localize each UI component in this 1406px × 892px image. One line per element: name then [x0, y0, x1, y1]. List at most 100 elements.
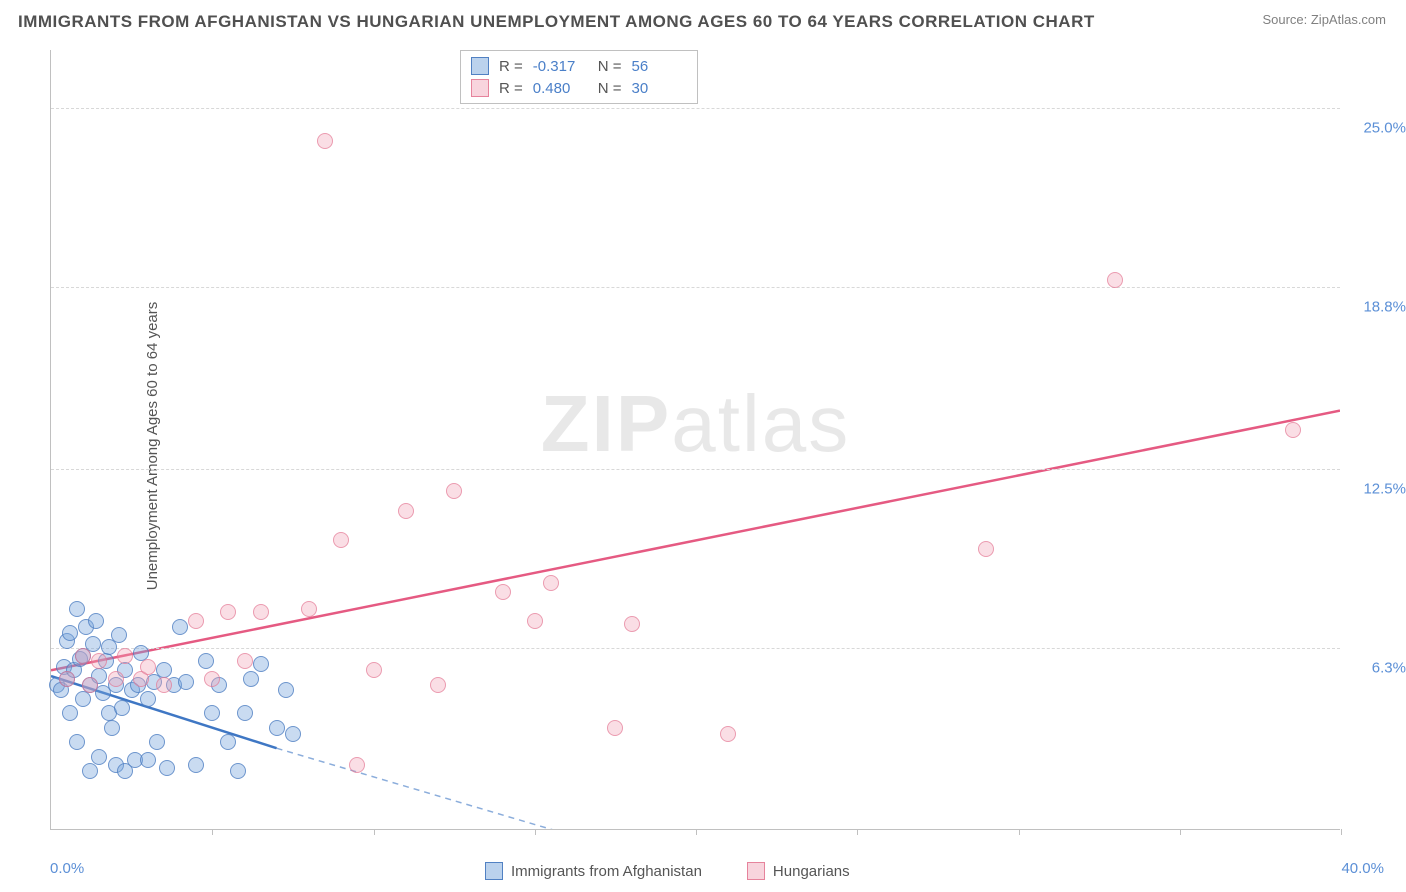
scatter-point-hungarian	[527, 613, 543, 629]
swatch-pink-icon	[747, 862, 765, 880]
scatter-point-afghanistan	[75, 691, 91, 707]
scatter-point-hungarian	[495, 584, 511, 600]
scatter-point-afghanistan	[253, 656, 269, 672]
series-legend-label: Immigrants from Afghanistan	[511, 863, 702, 880]
scatter-point-hungarian	[117, 648, 133, 664]
y-tick-label: 25.0%	[1363, 119, 1406, 136]
scatter-point-afghanistan	[243, 671, 259, 687]
scatter-point-afghanistan	[178, 674, 194, 690]
scatter-point-afghanistan	[220, 734, 236, 750]
scatter-point-afghanistan	[82, 763, 98, 779]
r-label: R =	[499, 58, 523, 75]
x-tick	[1019, 829, 1020, 835]
source-value: ZipAtlas.com	[1311, 12, 1386, 27]
x-tick	[1180, 829, 1181, 835]
scatter-point-afghanistan	[104, 720, 120, 736]
x-tick	[374, 829, 375, 835]
x-tick	[857, 829, 858, 835]
scatter-point-hungarian	[446, 483, 462, 499]
scatter-point-hungarian	[1107, 272, 1123, 288]
scatter-point-afghanistan	[69, 601, 85, 617]
scatter-point-hungarian	[108, 671, 124, 687]
scatter-point-afghanistan	[140, 691, 156, 707]
y-tick-label: 18.8%	[1363, 298, 1406, 315]
scatter-point-hungarian	[1285, 422, 1301, 438]
n-value: 56	[632, 58, 687, 75]
chart-title: IMMIGRANTS FROM AFGHANISTAN VS HUNGARIAN…	[18, 12, 1095, 32]
scatter-point-hungarian	[220, 604, 236, 620]
x-tick	[535, 829, 536, 835]
scatter-point-afghanistan	[278, 682, 294, 698]
scatter-point-hungarian	[366, 662, 382, 678]
scatter-point-afghanistan	[285, 726, 301, 742]
n-label: N =	[598, 80, 622, 97]
scatter-point-hungarian	[188, 613, 204, 629]
scatter-point-hungarian	[978, 541, 994, 557]
n-label: N =	[598, 58, 622, 75]
scatter-point-hungarian	[301, 601, 317, 617]
scatter-point-afghanistan	[198, 653, 214, 669]
scatter-point-afghanistan	[69, 734, 85, 750]
scatter-point-hungarian	[317, 133, 333, 149]
swatch-pink-icon	[471, 79, 489, 97]
correlation-legend: R = -0.317 N = 56 R = 0.480 N = 30	[460, 50, 698, 104]
correlation-legend-row: R = -0.317 N = 56	[471, 55, 687, 77]
scatter-point-afghanistan	[269, 720, 285, 736]
swatch-blue-icon	[471, 57, 489, 75]
r-value: 0.480	[533, 80, 588, 97]
scatter-point-afghanistan	[140, 752, 156, 768]
y-tick-label: 12.5%	[1363, 480, 1406, 497]
source-prefix: Source:	[1262, 12, 1310, 27]
trendline-afghanistan-extrapolation	[277, 748, 599, 829]
scatter-point-afghanistan	[62, 625, 78, 641]
chart-plot-area: ZIPatlas 6.3%12.5%18.8%25.0%	[50, 50, 1340, 830]
scatter-point-afghanistan	[237, 705, 253, 721]
watermark-light: atlas	[671, 379, 850, 468]
r-value: -0.317	[533, 58, 588, 75]
scatter-point-hungarian	[333, 532, 349, 548]
scatter-point-hungarian	[253, 604, 269, 620]
scatter-point-afghanistan	[149, 734, 165, 750]
scatter-point-hungarian	[543, 575, 559, 591]
scatter-point-afghanistan	[114, 700, 130, 716]
scatter-point-afghanistan	[172, 619, 188, 635]
scatter-point-afghanistan	[62, 705, 78, 721]
scatter-point-afghanistan	[88, 613, 104, 629]
r-label: R =	[499, 80, 523, 97]
scatter-point-afghanistan	[204, 705, 220, 721]
swatch-blue-icon	[485, 862, 503, 880]
scatter-point-hungarian	[59, 671, 75, 687]
series-legend-item: Hungarians	[747, 862, 850, 880]
scatter-point-hungarian	[607, 720, 623, 736]
scatter-point-hungarian	[204, 671, 220, 687]
y-tick-label: 6.3%	[1372, 660, 1406, 677]
scatter-point-hungarian	[720, 726, 736, 742]
series-legend-label: Hungarians	[773, 863, 850, 880]
x-tick	[1341, 829, 1342, 835]
scatter-point-hungarian	[237, 653, 253, 669]
scatter-point-hungarian	[91, 653, 107, 669]
x-tick	[212, 829, 213, 835]
source-attribution: Source: ZipAtlas.com	[1262, 12, 1386, 27]
scatter-point-hungarian	[624, 616, 640, 632]
series-legend: Immigrants from Afghanistan Hungarians	[485, 862, 850, 880]
scatter-point-hungarian	[140, 659, 156, 675]
watermark-bold: ZIP	[541, 379, 671, 468]
series-legend-item: Immigrants from Afghanistan	[485, 862, 702, 880]
x-tick	[696, 829, 697, 835]
scatter-point-hungarian	[156, 677, 172, 693]
correlation-legend-row: R = 0.480 N = 30	[471, 77, 687, 99]
scatter-point-afghanistan	[159, 760, 175, 776]
scatter-point-hungarian	[349, 757, 365, 773]
scatter-point-hungarian	[398, 503, 414, 519]
scatter-point-afghanistan	[91, 749, 107, 765]
scatter-point-hungarian	[75, 648, 91, 664]
n-value: 30	[632, 80, 687, 97]
scatter-point-hungarian	[430, 677, 446, 693]
scatter-point-afghanistan	[230, 763, 246, 779]
scatter-point-hungarian	[82, 677, 98, 693]
x-axis-max-label: 40.0%	[1341, 860, 1384, 877]
scatter-point-afghanistan	[111, 627, 127, 643]
scatter-point-afghanistan	[188, 757, 204, 773]
x-axis-min-label: 0.0%	[50, 860, 84, 877]
